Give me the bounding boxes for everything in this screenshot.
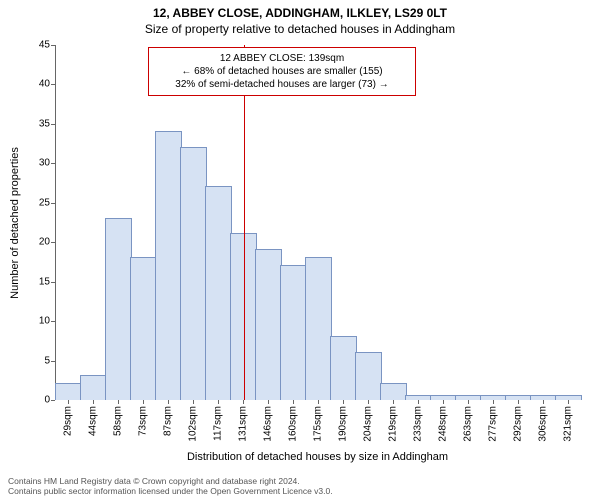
x-tick-mark bbox=[293, 400, 294, 404]
histogram-bar bbox=[280, 265, 306, 400]
histogram-bar bbox=[505, 395, 531, 400]
annotation-line2: ← 68% of detached houses are smaller (15… bbox=[157, 65, 407, 78]
x-tick-label: 277sqm bbox=[487, 406, 498, 442]
x-tick-label: 117sqm bbox=[212, 406, 223, 441]
histogram-bar bbox=[130, 257, 156, 400]
x-tick-label: 233sqm bbox=[412, 406, 423, 442]
x-tick-mark bbox=[193, 400, 194, 404]
x-tick-mark bbox=[418, 400, 419, 404]
y-tick-mark bbox=[51, 45, 55, 46]
x-tick-label: 263sqm bbox=[462, 406, 473, 442]
x-tick-label: 29sqm bbox=[62, 406, 73, 436]
x-tick-label: 219sqm bbox=[387, 406, 398, 442]
y-tick-label: 10 bbox=[25, 316, 50, 327]
x-tick-label: 306sqm bbox=[537, 406, 548, 442]
histogram-bar bbox=[430, 395, 456, 400]
footer-line1: Contains HM Land Registry data © Crown c… bbox=[8, 476, 333, 486]
y-tick-label: 20 bbox=[25, 237, 50, 248]
histogram-bar bbox=[555, 395, 581, 400]
reference-line bbox=[244, 45, 245, 400]
x-tick-mark bbox=[343, 400, 344, 404]
x-tick-label: 160sqm bbox=[287, 406, 298, 442]
y-tick-mark bbox=[51, 282, 55, 283]
x-tick-mark bbox=[143, 400, 144, 404]
histogram-bar bbox=[380, 383, 406, 400]
y-tick-label: 45 bbox=[25, 40, 50, 51]
x-tick-label: 44sqm bbox=[87, 406, 98, 436]
x-tick-mark bbox=[393, 400, 394, 404]
y-tick-mark bbox=[51, 321, 55, 322]
chart-area: Number of detached properties Distributi… bbox=[55, 45, 580, 400]
y-axis-line bbox=[55, 45, 56, 400]
x-tick-label: 73sqm bbox=[137, 406, 148, 436]
histogram-bar bbox=[55, 383, 81, 400]
histogram-bar bbox=[330, 336, 356, 400]
y-tick-mark bbox=[51, 361, 55, 362]
x-tick-mark bbox=[168, 400, 169, 404]
annotation-line1: 12 ABBEY CLOSE: 139sqm bbox=[157, 52, 407, 65]
histogram-bar bbox=[355, 352, 381, 400]
y-tick-label: 5 bbox=[25, 355, 50, 366]
histogram-bar bbox=[455, 395, 481, 400]
y-tick-label: 40 bbox=[25, 79, 50, 90]
x-tick-mark bbox=[468, 400, 469, 404]
x-tick-label: 248sqm bbox=[437, 406, 448, 442]
y-axis-label: Number of detached properties bbox=[9, 147, 21, 299]
page-title: 12, ABBEY CLOSE, ADDINGHAM, ILKLEY, LS29… bbox=[0, 0, 600, 20]
x-tick-mark bbox=[218, 400, 219, 404]
histogram-bar bbox=[155, 131, 181, 400]
y-tick-mark bbox=[51, 400, 55, 401]
x-tick-mark bbox=[543, 400, 544, 404]
plot-region: 05101520253035404529sqm44sqm58sqm73sqm87… bbox=[55, 45, 580, 400]
x-tick-label: 146sqm bbox=[262, 406, 273, 442]
footer-line2: Contains public sector information licen… bbox=[8, 486, 333, 496]
page-container: 12, ABBEY CLOSE, ADDINGHAM, ILKLEY, LS29… bbox=[0, 0, 600, 500]
y-tick-mark bbox=[51, 84, 55, 85]
x-tick-mark bbox=[268, 400, 269, 404]
x-tick-mark bbox=[518, 400, 519, 404]
x-tick-mark bbox=[443, 400, 444, 404]
x-tick-label: 87sqm bbox=[162, 406, 173, 436]
x-tick-label: 204sqm bbox=[362, 406, 373, 442]
x-tick-label: 175sqm bbox=[312, 406, 323, 442]
histogram-bar bbox=[255, 249, 281, 400]
page-subtitle: Size of property relative to detached ho… bbox=[0, 20, 600, 36]
histogram-bar bbox=[480, 395, 506, 400]
histogram-bar bbox=[105, 218, 131, 400]
x-tick-mark bbox=[568, 400, 569, 404]
x-tick-label: 292sqm bbox=[512, 406, 523, 442]
x-tick-label: 58sqm bbox=[112, 406, 123, 436]
x-tick-mark bbox=[93, 400, 94, 404]
y-tick-mark bbox=[51, 163, 55, 164]
annotation-line3: 32% of semi-detached houses are larger (… bbox=[157, 78, 407, 91]
y-tick-mark bbox=[51, 124, 55, 125]
annotation-box: 12 ABBEY CLOSE: 139sqm ← 68% of detached… bbox=[148, 47, 416, 96]
histogram-bar bbox=[405, 395, 431, 400]
histogram-bar bbox=[205, 186, 231, 400]
y-tick-label: 25 bbox=[25, 197, 50, 208]
y-tick-label: 35 bbox=[25, 118, 50, 129]
x-tick-label: 131sqm bbox=[237, 406, 248, 442]
x-tick-mark bbox=[318, 400, 319, 404]
x-tick-mark bbox=[118, 400, 119, 404]
footer: Contains HM Land Registry data © Crown c… bbox=[8, 476, 333, 496]
x-axis-label: Distribution of detached houses by size … bbox=[187, 451, 448, 463]
y-tick-label: 30 bbox=[25, 158, 50, 169]
x-tick-mark bbox=[243, 400, 244, 404]
x-tick-mark bbox=[493, 400, 494, 404]
x-tick-label: 321sqm bbox=[562, 406, 573, 442]
y-tick-label: 15 bbox=[25, 276, 50, 287]
x-tick-mark bbox=[68, 400, 69, 404]
histogram-bar bbox=[80, 375, 106, 400]
y-tick-mark bbox=[51, 242, 55, 243]
x-tick-mark bbox=[368, 400, 369, 404]
histogram-bar bbox=[305, 257, 331, 400]
x-tick-label: 190sqm bbox=[337, 406, 348, 442]
y-tick-label: 0 bbox=[25, 395, 50, 406]
histogram-bar bbox=[180, 147, 206, 400]
y-tick-mark bbox=[51, 203, 55, 204]
histogram-bar bbox=[530, 395, 556, 400]
x-tick-label: 102sqm bbox=[187, 406, 198, 442]
